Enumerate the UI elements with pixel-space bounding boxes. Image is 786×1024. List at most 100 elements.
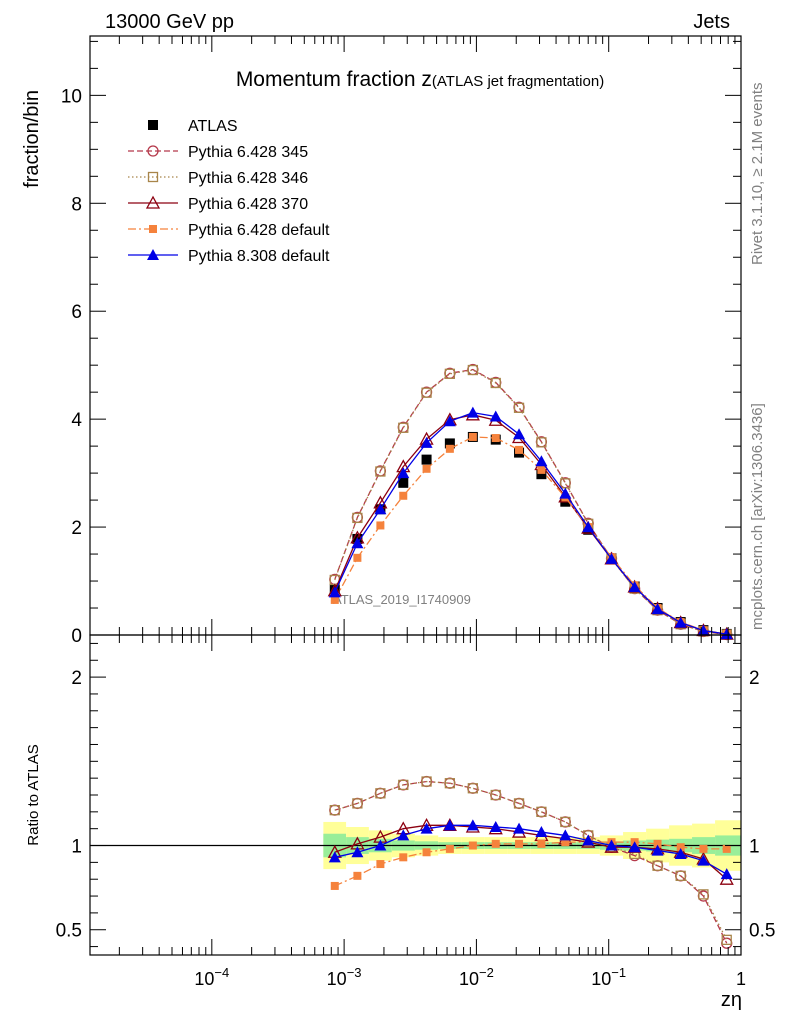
data-point [559, 829, 572, 841]
legend-label: Pythia 6.428 345 [188, 144, 308, 161]
data-point [422, 848, 431, 857]
legend-entry: Pythia 6.428 345 [128, 144, 308, 161]
legend-entry: Pythia 6.428 default [128, 222, 330, 239]
series-0 [329, 431, 732, 639]
data-point [651, 844, 664, 856]
data-point [491, 434, 500, 443]
data-point [444, 438, 455, 449]
y-tick-label: 2 [71, 518, 82, 539]
data-point [674, 847, 687, 859]
legend: ATLAS Pythia 6.428 345 Pythia 6.428 346 Pyt… [128, 118, 330, 265]
legend-marker [149, 225, 157, 233]
data-point [674, 616, 687, 628]
data-point [628, 841, 641, 853]
data-point [489, 410, 502, 422]
main-ylabel: fraction/bin [21, 90, 43, 188]
side-label-bottom: mcplots.cern.ch [arXiv:1306.3436] [749, 403, 766, 630]
data-point [398, 779, 409, 791]
legend-marker [148, 120, 158, 130]
legend-marker [147, 249, 159, 260]
x-tick-label: 1 [736, 969, 746, 989]
y-tick-label: 4 [71, 410, 82, 431]
chart-title-sub: (ATLAS jet fragmentation) [432, 73, 604, 90]
data-point [489, 821, 502, 832]
data-point [513, 402, 525, 413]
data-point [515, 445, 524, 454]
data-point [491, 839, 500, 848]
data-point [399, 853, 408, 862]
legend-entry: ATLAS [148, 118, 238, 135]
legend-label: Pythia 6.428 default [188, 222, 330, 239]
series-1 [329, 776, 732, 945]
plot-frame [89, 634, 742, 956]
data-point [697, 624, 710, 636]
legend-entry: Pythia 6.428 370 [128, 195, 308, 213]
data-point [445, 844, 454, 853]
data-point [328, 851, 341, 863]
data-point [536, 806, 547, 817]
data-point [421, 387, 432, 398]
data-point [721, 934, 732, 945]
data-point [375, 466, 386, 477]
data-point [376, 860, 385, 869]
data-point [397, 467, 410, 479]
x-tick-label: 10−3 [327, 965, 362, 989]
data-point [490, 377, 501, 389]
series-4 [330, 432, 731, 638]
data-point [351, 846, 364, 858]
y-tick-label: 8 [71, 194, 82, 215]
data-point [699, 844, 708, 853]
y-tick-label: 10 [61, 86, 82, 107]
data-point [720, 868, 733, 880]
data-point [559, 816, 571, 828]
main-plot: 0 2 4 6 8 10 [61, 35, 742, 647]
data-point [605, 552, 618, 564]
y-tick-label: 1 [71, 837, 82, 858]
data-point [467, 783, 479, 794]
data-point [653, 839, 662, 848]
data-point [443, 819, 456, 831]
data-point [722, 844, 731, 853]
data-point [468, 432, 477, 441]
series-line [334, 368, 727, 636]
data-point [422, 464, 431, 473]
data-point [652, 860, 663, 871]
chart-title: Momentum fraction z(ATLAS jet fragmentat… [236, 68, 604, 91]
chart-title-main: Momentum fraction z [236, 68, 432, 91]
data-point [353, 871, 362, 880]
legend-marker [147, 145, 159, 157]
y-tick-label: 0.5 [56, 921, 82, 942]
data-point [328, 586, 341, 598]
data-point [720, 628, 733, 640]
legend-label: Pythia 8.308 default [188, 248, 330, 265]
data-point [376, 521, 385, 530]
data-point [560, 816, 571, 828]
data-point [535, 826, 548, 838]
series-5 [328, 406, 733, 640]
data-point [330, 595, 339, 604]
y-tick-label-right: 2 [749, 668, 760, 689]
data-point [443, 415, 456, 427]
data-point [561, 838, 570, 847]
legend-marker [145, 195, 161, 209]
data-point [330, 881, 339, 890]
data-point [697, 854, 710, 866]
data-point [374, 839, 387, 851]
data-point [513, 822, 526, 834]
data-point [537, 839, 546, 848]
data-point [467, 364, 479, 376]
y-tick-label-right: 0.5 [749, 921, 775, 942]
legend-label: Pythia 6.428 346 [188, 170, 308, 187]
header-right: Jets [693, 11, 730, 33]
data-point [675, 870, 686, 881]
data-point [398, 477, 409, 488]
data-point [515, 839, 524, 848]
legend-entry: Pythia 6.428 346 [128, 170, 308, 187]
data-point [468, 841, 477, 850]
y-tick-label: 2 [71, 668, 82, 689]
data-point [466, 406, 479, 418]
ratio-ylabel: Ratio to ATLAS [25, 744, 42, 845]
y-tick-label-right: 1 [749, 837, 760, 858]
data-point [676, 843, 685, 852]
